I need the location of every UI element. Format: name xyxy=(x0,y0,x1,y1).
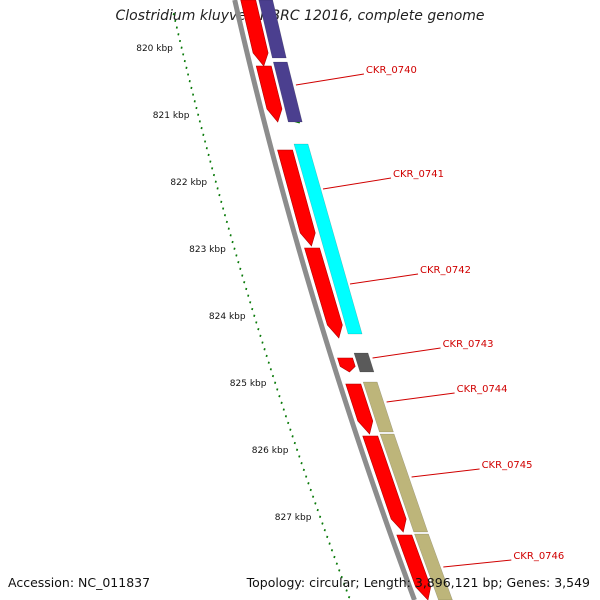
ruler-tick xyxy=(282,408,285,411)
ruler-tick xyxy=(347,595,351,599)
ruler-tick xyxy=(343,582,346,586)
kbp-label: 820 kbp xyxy=(136,44,173,54)
kbp-label: 826 kbp xyxy=(252,446,289,456)
ruler-tick xyxy=(321,522,324,525)
forward-gene-arrow xyxy=(345,383,374,435)
gene-label[interactable]: CKR_0743 xyxy=(443,339,494,350)
ruler-tick xyxy=(309,488,312,492)
ruler-tick xyxy=(295,448,299,451)
ruler-tick xyxy=(311,495,315,498)
feature-block xyxy=(353,352,375,373)
ruler-tick xyxy=(271,374,275,378)
gene-label[interactable]: CKR_0745 xyxy=(482,460,533,471)
backbone-track xyxy=(232,0,417,600)
label-leader-line xyxy=(322,177,392,190)
label-leaders xyxy=(295,73,512,568)
ruler-tick xyxy=(340,575,343,579)
gene-label[interactable]: CKR_0740 xyxy=(366,65,417,76)
ruler-tick xyxy=(287,421,290,425)
gene-track xyxy=(240,0,431,600)
forward-gene-arrow xyxy=(362,435,407,533)
ruler-tick xyxy=(267,361,270,364)
label-leader-line xyxy=(443,559,512,568)
feature-block xyxy=(293,143,363,335)
ruler-tick xyxy=(269,368,272,371)
gene-label[interactable]: CKR_0746 xyxy=(513,551,564,562)
ruler-tick xyxy=(276,388,279,391)
forward-gene-arrow xyxy=(277,149,316,247)
ruler-tick xyxy=(289,428,292,431)
label-leader-line xyxy=(295,73,365,86)
forward-gene-arrow xyxy=(304,247,343,339)
ruler-tick xyxy=(284,415,288,418)
ruler-tick xyxy=(333,555,336,559)
gene-label[interactable]: CKR_0744 xyxy=(457,384,508,395)
ruler-tick xyxy=(338,569,341,572)
ruler-tick xyxy=(298,455,301,458)
ruler-tick xyxy=(265,354,268,358)
tick-track xyxy=(172,13,447,599)
ruler-tick xyxy=(280,401,283,405)
label-leader-line xyxy=(349,273,419,285)
kbp-label: 827 kbp xyxy=(275,513,312,523)
ruler-tick xyxy=(330,549,334,552)
ruler-tick xyxy=(302,468,305,472)
ruler-tick xyxy=(326,535,329,539)
label-leader-line xyxy=(386,392,455,403)
forward-gene-arrow xyxy=(255,65,283,123)
kbp-label: 824 kbp xyxy=(209,312,246,322)
ruler-tick xyxy=(316,508,319,512)
label-leader-line xyxy=(411,468,480,478)
kbp-label: 821 kbp xyxy=(153,111,190,121)
label-leader-line xyxy=(372,347,441,359)
kbp-label: 825 kbp xyxy=(230,379,267,389)
map-title: Clostridium kluyveri NBRC 12016, complet… xyxy=(115,8,485,24)
forward-gene-arrow xyxy=(396,534,431,600)
feature-block xyxy=(362,381,394,433)
feature-block xyxy=(272,61,303,123)
ruler-tick xyxy=(314,502,317,505)
ruler-tick xyxy=(274,381,277,384)
ruler-tick xyxy=(328,542,331,545)
feature-block xyxy=(258,0,287,59)
ruler-tick xyxy=(305,475,308,478)
ruler-tick xyxy=(278,394,281,398)
ruler-tick xyxy=(307,482,310,485)
ruler-tick xyxy=(293,441,296,445)
forward-gene-arrow xyxy=(240,0,269,67)
kbp-label: 822 kbp xyxy=(170,178,207,188)
accession-text: Accession: NC_011837 xyxy=(8,575,151,590)
genome-backbone xyxy=(232,0,417,600)
ruler-tick xyxy=(291,435,294,438)
gene-label[interactable]: CKR_0741 xyxy=(393,169,444,180)
ruler-tick xyxy=(323,528,326,532)
gene-label[interactable]: CKR_0742 xyxy=(420,265,471,276)
forward-gene-arrow xyxy=(337,357,356,373)
gene-labels: CKR_0740 CKR_0741 CKR_0742 CKR_0743 CKR_0744… xyxy=(366,65,564,562)
kbp-label: 823 kbp xyxy=(189,245,226,255)
kbp-labels: 820 kbp 821 kbp 822 kbp 823 kbp 824 kbp 825 k… xyxy=(136,44,312,523)
ruler-tick xyxy=(300,461,303,465)
feature-track xyxy=(258,0,453,600)
genome-summary-text: Topology: circular; Length: 3,896,121 bp… xyxy=(246,575,590,590)
feature-block xyxy=(379,433,429,533)
ruler-tick xyxy=(335,562,338,565)
ruler-tick xyxy=(318,515,322,519)
feature-block xyxy=(414,533,453,600)
ruler-tick xyxy=(345,589,348,592)
